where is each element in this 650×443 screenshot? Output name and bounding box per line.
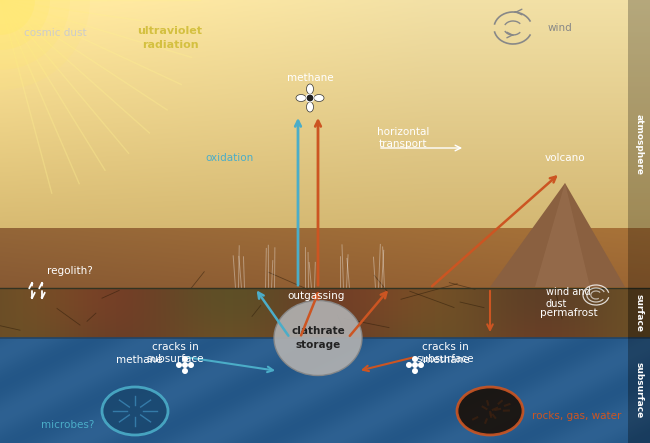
Text: methane: methane (423, 355, 469, 365)
Circle shape (412, 362, 418, 368)
Circle shape (412, 356, 418, 362)
Text: ultraviolet
radiation: ultraviolet radiation (138, 27, 203, 50)
Text: cracks in
subsurface: cracks in subsurface (416, 342, 474, 364)
Bar (628, 338, 650, 443)
Text: cosmic dust: cosmic dust (23, 28, 86, 38)
Ellipse shape (314, 94, 324, 101)
Circle shape (182, 362, 188, 368)
Text: methane: methane (116, 355, 163, 365)
Bar (628, 0, 650, 288)
Text: oxidation: oxidation (206, 153, 254, 163)
Ellipse shape (102, 387, 168, 435)
Bar (628, 288, 650, 338)
Text: clathrate
storage: clathrate storage (291, 326, 345, 350)
Circle shape (0, 0, 50, 50)
Circle shape (176, 362, 182, 368)
Polygon shape (490, 183, 625, 287)
Text: permafrost: permafrost (540, 308, 597, 318)
Circle shape (188, 362, 194, 368)
Polygon shape (535, 183, 590, 287)
Ellipse shape (307, 102, 313, 112)
Text: horizontal
transport: horizontal transport (377, 127, 429, 149)
Text: rocks, gas, water: rocks, gas, water (532, 411, 621, 421)
Text: microbes?: microbes? (42, 420, 95, 430)
Circle shape (182, 356, 188, 362)
Text: wind: wind (548, 23, 573, 33)
Circle shape (418, 362, 424, 368)
Ellipse shape (307, 84, 313, 94)
Circle shape (406, 362, 412, 368)
Circle shape (412, 368, 418, 374)
Text: outgassing: outgassing (287, 291, 344, 301)
Circle shape (306, 94, 314, 102)
Text: wind and
dust: wind and dust (546, 287, 591, 309)
Text: subsurface: subsurface (634, 362, 644, 419)
Circle shape (0, 0, 70, 70)
Circle shape (182, 368, 188, 374)
Ellipse shape (274, 300, 362, 376)
Circle shape (0, 0, 35, 35)
Text: surface: surface (634, 294, 644, 332)
Text: regolith?: regolith? (47, 266, 93, 276)
Circle shape (0, 0, 90, 90)
Text: volcano: volcano (545, 153, 585, 163)
Ellipse shape (296, 94, 306, 101)
Ellipse shape (457, 387, 523, 435)
Text: methane: methane (287, 73, 333, 83)
Text: atmosphere: atmosphere (634, 113, 644, 175)
Text: cracks in
subsurface: cracks in subsurface (146, 342, 203, 364)
